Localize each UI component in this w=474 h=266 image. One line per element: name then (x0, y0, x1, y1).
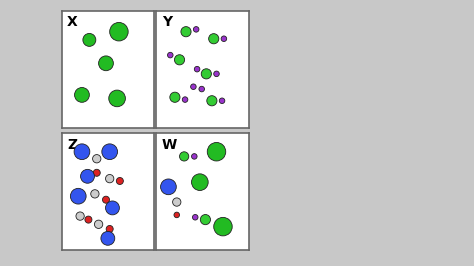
Ellipse shape (194, 66, 200, 72)
Ellipse shape (192, 214, 198, 220)
Ellipse shape (116, 177, 123, 185)
Ellipse shape (94, 220, 103, 228)
Ellipse shape (174, 212, 180, 218)
Ellipse shape (99, 56, 113, 71)
Ellipse shape (74, 144, 90, 160)
Ellipse shape (109, 90, 126, 107)
Ellipse shape (106, 201, 119, 215)
Ellipse shape (76, 212, 84, 220)
Ellipse shape (161, 179, 176, 195)
Ellipse shape (191, 84, 196, 89)
Ellipse shape (92, 155, 101, 163)
Ellipse shape (71, 188, 86, 204)
Text: X: X (67, 15, 78, 29)
Ellipse shape (109, 22, 128, 41)
Ellipse shape (180, 152, 189, 161)
Ellipse shape (106, 174, 114, 183)
Ellipse shape (209, 34, 219, 44)
Ellipse shape (101, 231, 115, 245)
Ellipse shape (106, 226, 113, 232)
Ellipse shape (207, 96, 217, 106)
Ellipse shape (199, 86, 204, 92)
Ellipse shape (85, 216, 92, 223)
Ellipse shape (91, 190, 99, 198)
Ellipse shape (221, 36, 227, 41)
Ellipse shape (74, 88, 89, 102)
Ellipse shape (167, 52, 173, 58)
Ellipse shape (170, 92, 180, 102)
Ellipse shape (93, 169, 100, 176)
Ellipse shape (102, 144, 118, 160)
Text: Z: Z (67, 138, 77, 152)
Ellipse shape (201, 214, 210, 225)
Ellipse shape (173, 198, 181, 206)
Ellipse shape (181, 27, 191, 37)
Text: Y: Y (162, 15, 172, 29)
Text: W: W (162, 138, 177, 152)
Ellipse shape (102, 196, 109, 203)
Ellipse shape (193, 27, 199, 32)
Ellipse shape (201, 69, 211, 79)
Ellipse shape (174, 55, 184, 65)
Ellipse shape (207, 143, 226, 161)
Ellipse shape (219, 98, 225, 103)
Ellipse shape (81, 169, 94, 183)
Ellipse shape (214, 71, 219, 77)
Ellipse shape (191, 174, 208, 190)
Ellipse shape (182, 97, 188, 102)
Ellipse shape (83, 34, 96, 46)
Ellipse shape (191, 154, 197, 159)
Ellipse shape (214, 217, 232, 236)
